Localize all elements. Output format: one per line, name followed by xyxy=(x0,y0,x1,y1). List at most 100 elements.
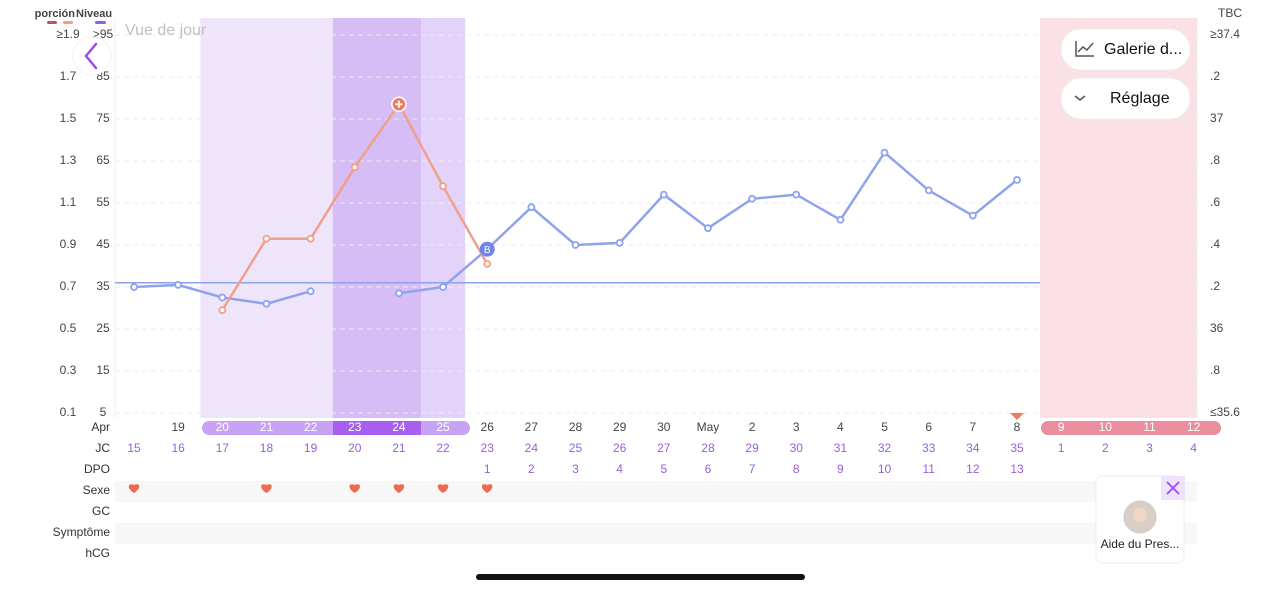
x-tick-label: 2 xyxy=(749,420,756,434)
y3-tick-label: 1.7 xyxy=(60,69,77,83)
y3-tick-label: 1.3 xyxy=(60,153,77,167)
y2-tick-label: .2 xyxy=(1210,69,1220,83)
x-tick-label: 26 xyxy=(481,420,495,434)
x-tick-label: 30 xyxy=(657,420,671,434)
legend-swatch xyxy=(63,21,73,24)
gallery-label: Galerie d... xyxy=(1104,41,1182,58)
y3-tick-label: 0.3 xyxy=(60,363,77,377)
avatar-face xyxy=(1133,508,1147,522)
data-point xyxy=(659,190,668,199)
dpo-value: 5 xyxy=(660,462,667,476)
jc-value: 34 xyxy=(966,441,980,455)
x-tick-label: 11 xyxy=(1143,420,1156,434)
y2-label: TBC xyxy=(1218,6,1242,20)
back-button[interactable] xyxy=(72,36,112,76)
dpo-value: 1 xyxy=(484,462,491,476)
y2-tick-label: ≤35.6 xyxy=(1210,405,1240,419)
x-tick-label: 25 xyxy=(436,420,450,434)
dpo-value: 11 xyxy=(922,462,935,476)
back-icon xyxy=(84,42,98,70)
jc-value: 25 xyxy=(569,441,583,455)
jc-value: 20 xyxy=(348,441,362,455)
annotation-marker xyxy=(479,241,495,257)
x-tick-label: 29 xyxy=(613,420,627,434)
y2-tick-label: ≥37.4 xyxy=(1210,27,1240,41)
data-point xyxy=(350,163,359,172)
x-tick-label: 3 xyxy=(793,420,800,434)
jc-value: 2 xyxy=(1102,441,1109,455)
y2-tick-label: .4 xyxy=(1210,237,1220,251)
plus-icon xyxy=(395,100,403,108)
chart-icon xyxy=(1075,41,1094,57)
y2-tick-label: .8 xyxy=(1210,363,1220,377)
dpo-value: 2 xyxy=(528,462,535,476)
data-point xyxy=(483,259,492,268)
y3-tick-label: 0.9 xyxy=(60,237,77,251)
dpo-value: 10 xyxy=(878,462,892,476)
x-tick-label: 6 xyxy=(925,420,932,434)
data-point xyxy=(571,241,580,249)
jc-value: 19 xyxy=(304,441,318,455)
home-indicator xyxy=(476,574,805,580)
settings-label: Réglage xyxy=(1110,90,1170,107)
row-label: Apr xyxy=(91,420,110,434)
x-tick-label: 24 xyxy=(392,420,406,434)
date-pill xyxy=(1041,421,1221,435)
y-tick-label: 15 xyxy=(96,363,110,377)
settings-button[interactable] xyxy=(1060,77,1191,120)
jc-value: 29 xyxy=(745,441,759,455)
data-point xyxy=(748,194,756,203)
jc-value: 26 xyxy=(613,441,627,455)
data-point xyxy=(174,280,183,289)
heart-icon xyxy=(261,484,272,493)
row-stripe xyxy=(115,481,1197,502)
legend-label: porción xyxy=(35,8,76,20)
y-tick-label: 75 xyxy=(96,111,110,125)
jc-value: 27 xyxy=(657,441,671,455)
date-pill xyxy=(333,421,421,435)
heart-icon xyxy=(393,484,405,493)
y-tick-label: 55 xyxy=(96,195,110,209)
dpo-value: 3 xyxy=(572,462,579,476)
row-label: Symptôme xyxy=(53,525,111,539)
phase-band xyxy=(200,18,333,418)
y3-tick-label: 1.5 xyxy=(60,111,77,125)
jc-value: 23 xyxy=(481,441,495,455)
jc-value: 4 xyxy=(1190,441,1197,455)
jc-value: 17 xyxy=(216,441,230,455)
row-label: DPO xyxy=(84,462,110,476)
data-point xyxy=(262,234,271,243)
data-point xyxy=(792,190,801,199)
y-tick-label: 35 xyxy=(96,279,110,293)
chevron-icon xyxy=(1074,95,1086,101)
x-tick-label: 8 xyxy=(1014,420,1021,434)
today-marker xyxy=(1010,413,1024,420)
y3-tick-label: ≥1.9 xyxy=(56,27,80,41)
data-point xyxy=(262,299,271,308)
x-tick-label: 9 xyxy=(1058,420,1065,434)
x-tick-label: 4 xyxy=(837,420,844,434)
dpo-value: 13 xyxy=(1010,462,1024,476)
data-point xyxy=(306,287,315,296)
x-tick-label: 23 xyxy=(348,420,362,434)
data-point xyxy=(394,289,403,298)
gallery-button[interactable] xyxy=(1060,28,1191,71)
y3-tick-label: 0.5 xyxy=(60,321,77,335)
x-tick-label: 5 xyxy=(881,420,888,434)
data-point xyxy=(439,283,447,291)
phase-band xyxy=(332,18,422,418)
jc-value: 24 xyxy=(525,441,539,455)
y-tick-label: 65 xyxy=(96,153,110,167)
jc-value: 30 xyxy=(790,441,804,455)
jc-value: 1 xyxy=(1058,441,1065,455)
assistant-label: Aide du Pres... xyxy=(1101,537,1180,551)
row-stripe xyxy=(115,523,1197,544)
x-tick-label: 22 xyxy=(304,420,318,434)
row-label: JC xyxy=(95,441,110,455)
y3-tick-label: 1.1 xyxy=(60,195,77,209)
heart-icon xyxy=(128,484,140,493)
data-point xyxy=(615,238,624,247)
jc-value: 32 xyxy=(878,441,892,455)
data-point xyxy=(836,215,845,224)
phase-band xyxy=(421,18,466,418)
